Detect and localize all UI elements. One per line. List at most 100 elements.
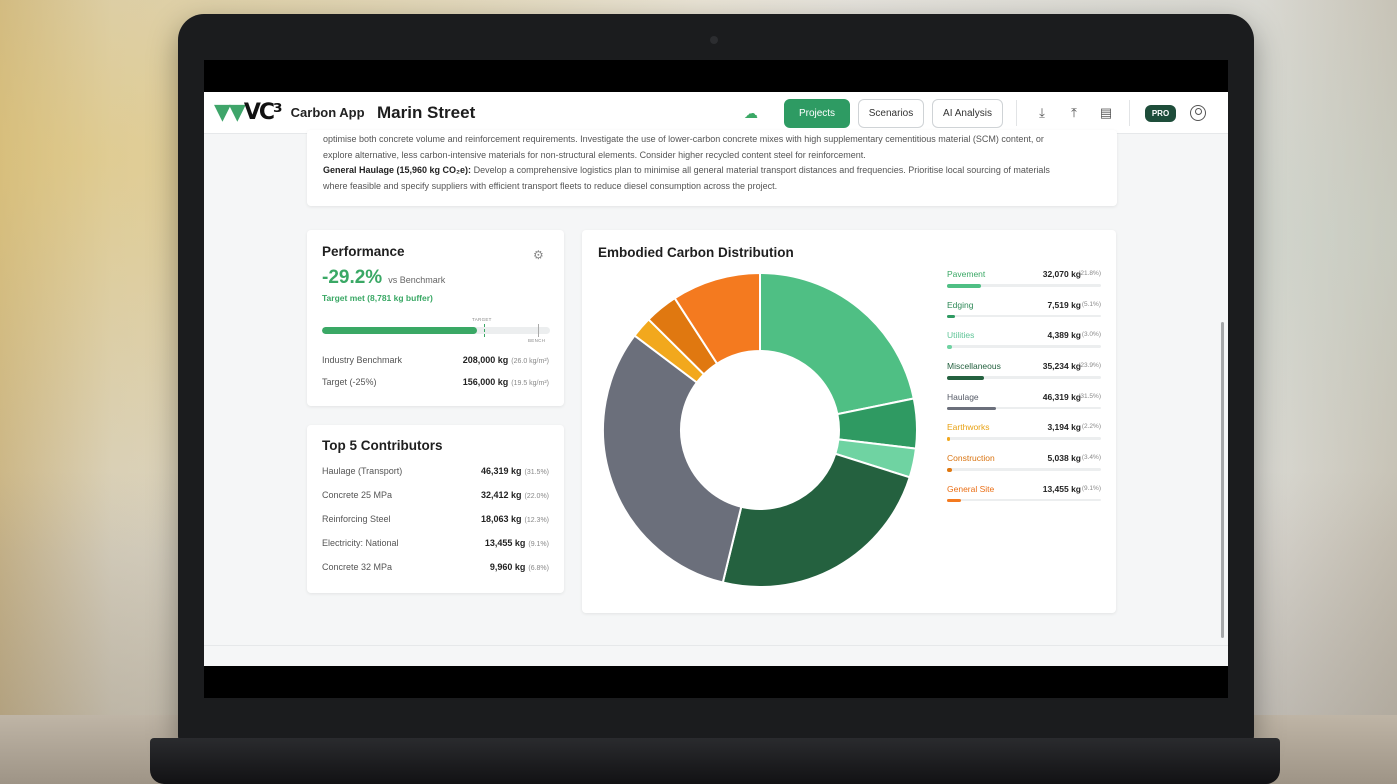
target-marker — [484, 324, 485, 337]
legend-label: Edging — [947, 299, 974, 310]
legend-bar-track — [947, 376, 1101, 379]
benchmark-label: Industry Benchmark — [322, 355, 403, 365]
legend-percent: (31.5%) — [1078, 392, 1101, 400]
pro-badge: PRO — [1145, 105, 1176, 122]
legend-value: 32,070 kg — [1042, 269, 1081, 279]
legend-percent: (23.9%) — [1078, 362, 1101, 370]
scenarios-button[interactable]: Scenarios — [858, 99, 924, 128]
benchmark-intensity: (26.0 kg/m²) — [511, 358, 549, 365]
contributor-value: 18,063 kg — [480, 514, 522, 524]
app-name: Carbon App — [290, 105, 365, 120]
top-contributors-card: Top 5 Contributors Haulage (Transport) 46… — [307, 425, 564, 593]
recommendation-text: optimise both concrete volume and reinfo… — [323, 134, 1044, 144]
benchmark-value: 208,000 kg — [462, 355, 509, 365]
progress-track — [322, 327, 550, 334]
laptop-base — [150, 738, 1280, 784]
legend-label: Miscellaneous — [947, 361, 1001, 372]
document-icon[interactable]: ▤ — [1099, 105, 1113, 120]
benchmark-marker — [538, 324, 539, 337]
target-row: Target (-25%) 156,000 kg (19.5 kg/m²) — [322, 377, 549, 387]
donut-chart — [602, 271, 918, 588]
legend-bar-track — [947, 345, 1101, 348]
legend-item[interactable]: Earthworks 3,194 kg (2.2%) — [947, 422, 1101, 453]
recommendation-text: where feasible and specify suppliers wit… — [323, 180, 778, 191]
legend-bar-fill — [947, 376, 984, 380]
laptop-screen: ▼▼VC³ Carbon App Marin Street ☁ Projects… — [204, 60, 1228, 698]
contributor-label: Haulage (Transport) — [322, 466, 403, 476]
toolbar-divider — [1016, 100, 1017, 126]
legend-item[interactable]: Miscellaneous 35,234 kg (23.9%) — [947, 361, 1101, 392]
contributor-row: Concrete 25 MPa 32,412 kg (22.0%) — [322, 490, 549, 514]
upload-icon[interactable]: ⤒ — [1071, 105, 1077, 120]
legend-bar-track — [947, 284, 1101, 287]
download-icon[interactable]: ⤓ — [1039, 105, 1045, 120]
benchmark-row: Industry Benchmark 208,000 kg (26.0 kg/m²… — [322, 355, 549, 365]
user-account-icon[interactable] — [1190, 105, 1206, 121]
contributor-label: Concrete 25 MPa — [322, 490, 393, 500]
legend-bar-fill — [947, 498, 961, 503]
contributor-value: 32,412 kg — [480, 490, 522, 500]
logo-mark: ▼▼VC³ — [214, 100, 283, 125]
contributor-percent: (6.8%) — [528, 565, 549, 572]
vs-benchmark-label: vs Benchmark — [388, 275, 446, 285]
legend-label: Haulage — [947, 391, 979, 402]
legend-item[interactable]: Pavement 32,070 kg (21.8%) — [947, 269, 1101, 300]
donut-slice-miscellaneous[interactable] — [721, 452, 911, 588]
contributor-percent: (31.5%) — [524, 469, 549, 476]
legend-bar-track — [947, 314, 1101, 318]
chart-title: Embodied Carbon Distribution — [598, 245, 794, 260]
legend-bar-fill — [947, 345, 952, 349]
legend-bar-fill — [947, 314, 955, 319]
footer-divider — [204, 645, 1228, 646]
haulage-heading: General Haulage (15,960 kg CO₂e): — [323, 165, 472, 175]
target-status: Target met (8,781 kg buffer) — [322, 293, 433, 303]
contributor-percent: (9.1%) — [528, 541, 549, 548]
contributor-label: Concrete 32 MPa — [322, 562, 393, 572]
legend-percent: (3.4%) — [1081, 454, 1101, 462]
legend-item[interactable]: Edging 7,519 kg (5.1%) — [947, 300, 1101, 331]
legend-percent: (2.2%) — [1081, 423, 1101, 431]
contributor-label: Electricity: National — [322, 538, 399, 548]
cloud-sync-icon[interactable]: ☁ — [744, 105, 758, 121]
progress-fill — [322, 327, 478, 334]
performance-summary: -29.2% vs Benchmark — [322, 267, 549, 289]
gear-icon[interactable]: ⚙ — [533, 248, 544, 262]
contributor-row: Concrete 32 MPa 9,960 kg (6.8%) — [322, 562, 549, 586]
recommendation-text: explore alternative, less carbon-intensi… — [323, 149, 866, 160]
legend-bar-fill — [947, 468, 953, 472]
legend-item[interactable]: Utilities 4,389 kg (3.0%) — [947, 330, 1101, 361]
bench-tick-label: BENCH — [528, 338, 546, 343]
scrollbar[interactable] — [1221, 322, 1224, 638]
performance-title: Performance — [322, 244, 405, 259]
legend-bar-track — [947, 468, 1101, 471]
legend-item[interactable]: Construction 5,038 kg (3.4%) — [947, 453, 1101, 484]
donut-slice-pavement[interactable] — [759, 271, 915, 416]
project-title: Marin Street — [377, 103, 476, 122]
target-intensity: (19.5 kg/m²) — [511, 380, 549, 387]
performance-progress: TARGET BENCH — [322, 317, 550, 343]
legend-label: Earthworks — [947, 422, 990, 433]
contributor-row: Electricity: National 13,455 kg (9.1%) — [322, 538, 549, 562]
contributor-percent: (22.0%) — [524, 493, 549, 500]
recommendations-card: optimise both concrete volume and reinfo… — [307, 130, 1117, 206]
legend-bar-fill — [947, 437, 951, 441]
legend-item[interactable]: General Site 13,455 kg (9.1%) — [947, 484, 1101, 515]
legend-label: Utilities — [947, 330, 975, 341]
contributor-label: Reinforcing Steel — [322, 514, 391, 524]
projects-button[interactable]: Projects — [784, 99, 850, 128]
contributor-value: 13,455 kg — [484, 538, 526, 548]
legend-value: 13,455 kg — [1042, 483, 1081, 494]
haulage-recommendation: General Haulage (15,960 kg CO₂e): Develo… — [323, 165, 1050, 175]
contributor-row: Haulage (Transport) 46,319 kg (31.5%) — [322, 466, 549, 490]
donut-slice-general-site[interactable] — [673, 271, 761, 366]
legend-bar-track — [947, 437, 1101, 440]
performance-delta: -29.2% — [322, 267, 383, 288]
donut-slice-haulage[interactable] — [602, 334, 743, 584]
legend-percent: (21.8%) — [1078, 270, 1101, 277]
app-logo[interactable]: ▼▼VC³ Carbon App — [214, 100, 365, 125]
target-value: 156,000 kg — [462, 377, 509, 387]
legend-item[interactable]: Haulage 46,319 kg (31.5%) — [947, 392, 1101, 423]
legend-bar-fill — [947, 284, 981, 288]
legend-value: 46,319 kg — [1042, 391, 1081, 402]
ai-analysis-button[interactable]: AI Analysis — [932, 99, 1003, 128]
